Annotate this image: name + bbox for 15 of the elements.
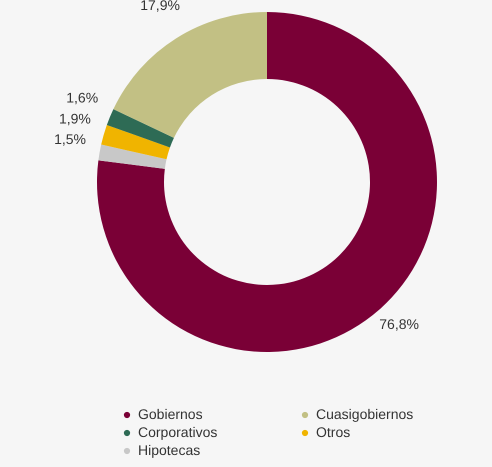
donut-slice <box>106 109 174 148</box>
data-label: 1,5% <box>54 131 86 148</box>
donut-slice <box>101 125 170 160</box>
data-label: 1,6% <box>66 90 98 106</box>
legend-label: Cuasigobiernos <box>316 406 414 422</box>
donut-slice <box>113 12 267 138</box>
legend-label: Otros <box>316 424 350 440</box>
data-label: 76,8% <box>379 316 419 332</box>
legend-label: Gobiernos <box>138 406 203 422</box>
legend-label: Corporativos <box>138 424 218 440</box>
data-label: 17,9% <box>140 0 180 13</box>
donut-slice <box>98 144 167 169</box>
legend-label: Hipotecas <box>138 442 200 458</box>
data-label: 1,9% <box>58 110 91 126</box>
donut-slice <box>97 12 437 352</box>
